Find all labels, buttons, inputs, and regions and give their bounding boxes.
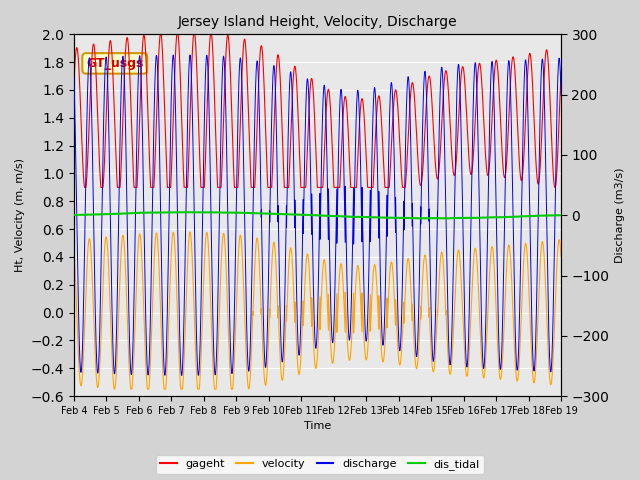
Y-axis label: Discharge (m3/s): Discharge (m3/s) xyxy=(615,168,625,263)
Legend: gageht, velocity, discharge, dis_tidal: gageht, velocity, discharge, dis_tidal xyxy=(156,455,484,474)
Y-axis label: Ht, Velocity (m, m/s): Ht, Velocity (m, m/s) xyxy=(15,158,25,272)
Title: Jersey Island Height, Velocity, Discharge: Jersey Island Height, Velocity, Discharg… xyxy=(178,15,457,29)
Text: GT_usgs: GT_usgs xyxy=(86,57,143,70)
X-axis label: Time: Time xyxy=(304,421,331,432)
